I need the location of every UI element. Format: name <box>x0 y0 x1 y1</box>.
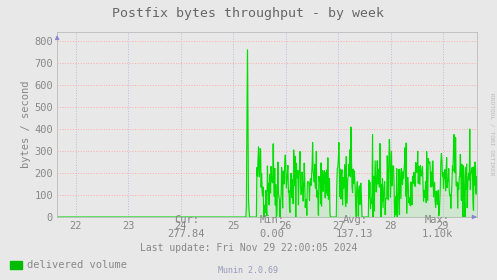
Text: Postfix bytes throughput - by week: Postfix bytes throughput - by week <box>112 7 385 20</box>
Text: Cur:: Cur: <box>174 215 199 225</box>
Text: 0.00: 0.00 <box>260 229 285 239</box>
Text: 277.84: 277.84 <box>167 229 205 239</box>
Y-axis label: bytes / second: bytes / second <box>21 81 31 168</box>
Text: 1.10k: 1.10k <box>422 229 453 239</box>
Text: RRDTOOL / TOBI OETIKER: RRDTOOL / TOBI OETIKER <box>490 93 495 176</box>
Text: 137.13: 137.13 <box>336 229 374 239</box>
Text: Max:: Max: <box>425 215 450 225</box>
Text: Last update: Fri Nov 29 22:00:05 2024: Last update: Fri Nov 29 22:00:05 2024 <box>140 243 357 253</box>
Text: delivered volume: delivered volume <box>27 260 127 270</box>
Text: Min:: Min: <box>260 215 285 225</box>
Text: Avg:: Avg: <box>342 215 367 225</box>
Text: Munin 2.0.69: Munin 2.0.69 <box>219 266 278 275</box>
